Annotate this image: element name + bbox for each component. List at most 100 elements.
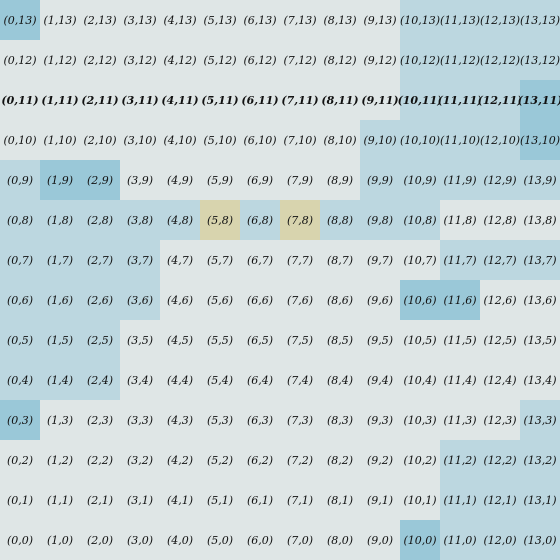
board-cell[interactable]: (7,9) <box>280 160 320 200</box>
board-cell[interactable]: (0,10) <box>0 120 40 160</box>
board-cell[interactable]: (12,4) <box>480 360 520 400</box>
board-cell[interactable]: (8,9) <box>320 160 360 200</box>
board-cell[interactable]: (7,8) <box>280 200 320 240</box>
board-cell[interactable]: (11,9) <box>440 160 480 200</box>
board-cell[interactable]: (12,1) <box>480 480 520 520</box>
board-cell[interactable]: (11,10) <box>440 120 480 160</box>
board-cell[interactable]: (4,0) <box>160 520 200 560</box>
board-cell[interactable]: (10,4) <box>400 360 440 400</box>
board-cell[interactable]: (3,8) <box>120 200 160 240</box>
board-cell[interactable]: (2,6) <box>80 280 120 320</box>
board-cell[interactable]: (7,10) <box>280 120 320 160</box>
board-cell[interactable]: (12,3) <box>480 400 520 440</box>
board-cell[interactable]: (8,3) <box>320 400 360 440</box>
board-cell[interactable]: (11,1) <box>440 480 480 520</box>
board-cell[interactable]: (3,4) <box>120 360 160 400</box>
board-cell[interactable]: (9,12) <box>360 40 400 80</box>
board-cell[interactable]: (1,12) <box>40 40 80 80</box>
board-cell[interactable]: (12,9) <box>480 160 520 200</box>
board-cell[interactable]: (5,13) <box>200 0 240 40</box>
board-cell[interactable]: (3,7) <box>120 240 160 280</box>
board-cell[interactable]: (10,12) <box>400 40 440 80</box>
board-cell[interactable]: (5,8) <box>200 200 240 240</box>
board-cell[interactable]: (0,9) <box>0 160 40 200</box>
board-cell[interactable]: (9,11) <box>360 80 400 120</box>
board-cell[interactable]: (8,12) <box>320 40 360 80</box>
board-cell[interactable]: (3,5) <box>120 320 160 360</box>
board-cell[interactable]: (1,8) <box>40 200 80 240</box>
board-cell[interactable]: (9,3) <box>360 400 400 440</box>
board-cell[interactable]: (8,1) <box>320 480 360 520</box>
board-cell[interactable]: (5,5) <box>200 320 240 360</box>
board-cell[interactable]: (9,8) <box>360 200 400 240</box>
board-cell[interactable]: (5,0) <box>200 520 240 560</box>
board-cell[interactable]: (5,3) <box>200 400 240 440</box>
board-cell[interactable]: (4,10) <box>160 120 200 160</box>
board-cell[interactable]: (1,11) <box>40 80 80 120</box>
board-cell[interactable]: (2,2) <box>80 440 120 480</box>
board-cell[interactable]: (12,13) <box>480 0 520 40</box>
board-cell[interactable]: (7,12) <box>280 40 320 80</box>
board-cell[interactable]: (8,8) <box>320 200 360 240</box>
board-cell[interactable]: (12,0) <box>480 520 520 560</box>
board-cell[interactable]: (7,1) <box>280 480 320 520</box>
board-cell[interactable]: (10,8) <box>400 200 440 240</box>
board-cell[interactable]: (8,10) <box>320 120 360 160</box>
board-cell[interactable]: (6,12) <box>240 40 280 80</box>
board-cell[interactable]: (8,11) <box>320 80 360 120</box>
board-cell[interactable]: (1,0) <box>40 520 80 560</box>
board-cell[interactable]: (4,3) <box>160 400 200 440</box>
board-cell[interactable]: (11,6) <box>440 280 480 320</box>
board-cell[interactable]: (6,2) <box>240 440 280 480</box>
board-cell[interactable]: (6,10) <box>240 120 280 160</box>
board-cell[interactable]: (5,1) <box>200 480 240 520</box>
board-cell[interactable]: (5,12) <box>200 40 240 80</box>
board-cell[interactable]: (13,7) <box>520 240 560 280</box>
board-cell[interactable]: (13,6) <box>520 280 560 320</box>
board-cell[interactable]: (4,9) <box>160 160 200 200</box>
board-cell[interactable]: (13,4) <box>520 360 560 400</box>
board-cell[interactable]: (7,6) <box>280 280 320 320</box>
board-cell[interactable]: (9,6) <box>360 280 400 320</box>
board-cell[interactable]: (3,1) <box>120 480 160 520</box>
board-cell[interactable]: (7,13) <box>280 0 320 40</box>
board-cell[interactable]: (2,11) <box>80 80 120 120</box>
board-cell[interactable]: (7,7) <box>280 240 320 280</box>
board-cell[interactable]: (4,1) <box>160 480 200 520</box>
board-cell[interactable]: (12,10) <box>480 120 520 160</box>
board-cell[interactable]: (7,0) <box>280 520 320 560</box>
board-cell[interactable]: (13,3) <box>520 400 560 440</box>
board-cell[interactable]: (2,10) <box>80 120 120 160</box>
board-cell[interactable]: (6,5) <box>240 320 280 360</box>
board-cell[interactable]: (11,4) <box>440 360 480 400</box>
board-cell[interactable]: (13,5) <box>520 320 560 360</box>
board-cell[interactable]: (5,9) <box>200 160 240 200</box>
board-cell[interactable]: (6,7) <box>240 240 280 280</box>
board-cell[interactable]: (4,5) <box>160 320 200 360</box>
board-cell[interactable]: (5,4) <box>200 360 240 400</box>
board-cell[interactable]: (11,0) <box>440 520 480 560</box>
board-cell[interactable]: (12,6) <box>480 280 520 320</box>
board-cell[interactable]: (1,9) <box>40 160 80 200</box>
board-cell[interactable]: (0,4) <box>0 360 40 400</box>
board-cell[interactable]: (2,8) <box>80 200 120 240</box>
board-cell[interactable]: (2,9) <box>80 160 120 200</box>
board-cell[interactable]: (11,8) <box>440 200 480 240</box>
board-cell[interactable]: (11,7) <box>440 240 480 280</box>
board-cell[interactable]: (4,4) <box>160 360 200 400</box>
board-cell[interactable]: (1,4) <box>40 360 80 400</box>
board-cell[interactable]: (13,0) <box>520 520 560 560</box>
board-cell[interactable]: (3,6) <box>120 280 160 320</box>
board-cell[interactable]: (3,13) <box>120 0 160 40</box>
board-cell[interactable]: (9,9) <box>360 160 400 200</box>
board-cell[interactable]: (2,13) <box>80 0 120 40</box>
board-cell[interactable]: (10,13) <box>400 0 440 40</box>
board-cell[interactable]: (13,1) <box>520 480 560 520</box>
board-cell[interactable]: (3,0) <box>120 520 160 560</box>
board-cell[interactable]: (11,2) <box>440 440 480 480</box>
board-cell[interactable]: (10,5) <box>400 320 440 360</box>
board-cell[interactable]: (0,6) <box>0 280 40 320</box>
board-cell[interactable]: (1,13) <box>40 0 80 40</box>
board-cell[interactable]: (13,13) <box>520 0 560 40</box>
board-cell[interactable]: (3,3) <box>120 400 160 440</box>
